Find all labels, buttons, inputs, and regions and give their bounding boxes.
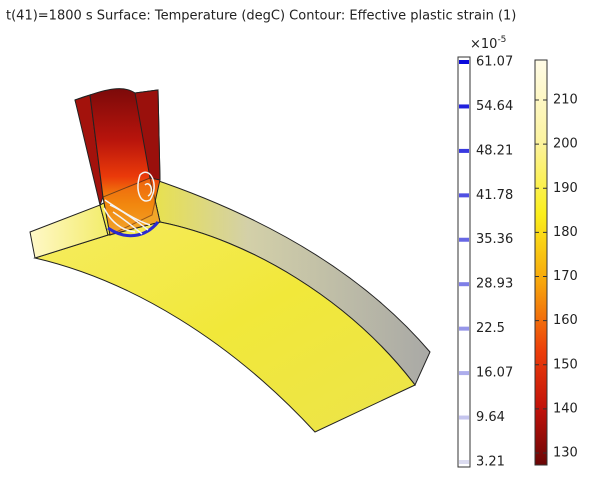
contour-level-label: 61.07: [476, 55, 513, 70]
contour-level-mark: [459, 148, 469, 153]
temperature-tick-label: 130: [553, 446, 578, 461]
contour-level-mark: [459, 193, 469, 198]
temperature-tick-label: 160: [553, 313, 578, 328]
temperature-tick-label: 150: [553, 357, 578, 372]
temperature-tick-label: 190: [553, 181, 578, 196]
contour-level-mark: [459, 104, 469, 109]
contour-level-label: 35.36: [476, 232, 513, 247]
contour-level-label: 54.64: [476, 99, 513, 114]
contour-level-mark: [459, 415, 469, 420]
temperature-tick-label: 140: [553, 401, 578, 416]
contour-colorbar: [457, 56, 471, 468]
plot-title: t(41)=1800 s Surface: Temperature (degC)…: [6, 9, 516, 24]
contour-level-mark: [459, 460, 469, 464]
contour-level-label: 48.21: [476, 143, 513, 158]
temperature-tick-label: 210: [553, 93, 578, 108]
temperature-tick-label: 170: [553, 269, 578, 284]
contour-level-label: 41.78: [476, 188, 513, 203]
temperature-legend: 210 200 190 180 170 160 150 140 130: [535, 93, 578, 461]
contour-legend: 61.07 54.64 48.21 41.78 35.36 28.93 22.5 16.07 9…: [459, 55, 513, 470]
legend-multiplier: ×10-5: [470, 35, 506, 52]
geometry: [29, 88, 431, 433]
contour-level-mark: [459, 237, 469, 242]
contour-level-mark: [459, 60, 469, 64]
contour-level-label: 22.5: [476, 321, 505, 336]
temperature-colorbar: [534, 59, 548, 466]
contour-level-label: 16.07: [476, 366, 513, 381]
multiplier-text: ×10: [470, 37, 497, 52]
multiplier-exponent: -5: [497, 35, 506, 45]
contour-level-label: 3.21: [476, 455, 505, 470]
contour-level-mark: [459, 282, 469, 287]
contour-level-mark: [459, 371, 469, 376]
contour-level-label: 9.64: [476, 410, 505, 425]
temperature-tick-label: 180: [553, 225, 578, 240]
contour-level-mark: [459, 326, 469, 331]
contour-level-label: 28.93: [476, 277, 513, 292]
temperature-tick-label: 200: [553, 137, 578, 152]
